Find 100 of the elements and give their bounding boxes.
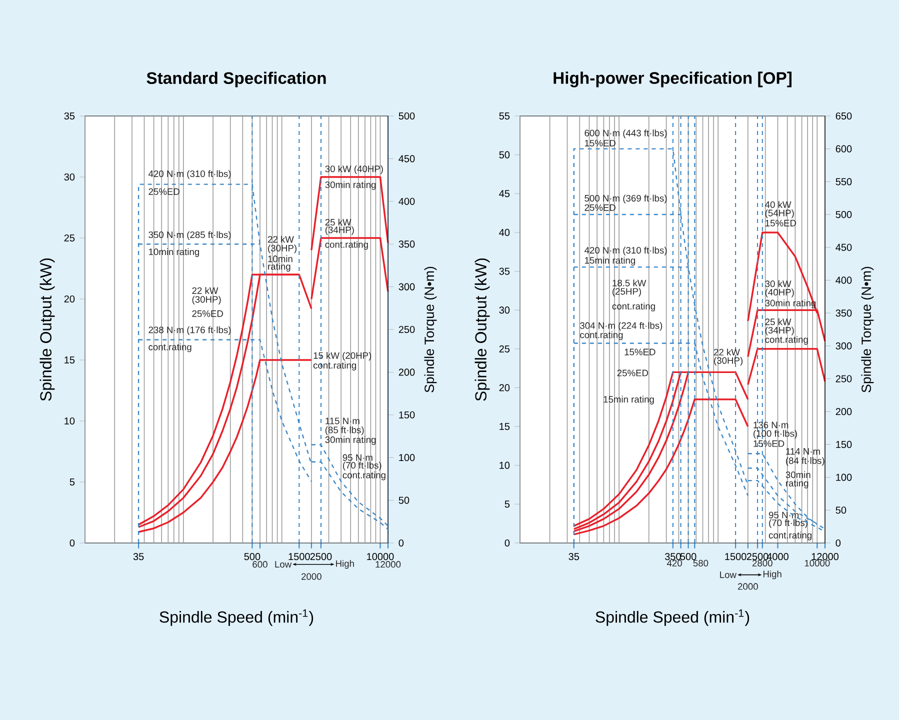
annotation: (54HP) <box>765 209 794 218</box>
y-axis-title: Spindle Output (kW) <box>40 258 55 401</box>
y2-tick-label: 350 <box>398 240 415 248</box>
y2-tick-label: 500 <box>836 210 852 218</box>
y2-tick-label: 400 <box>836 276 852 284</box>
annotation: 30min rating <box>325 181 376 190</box>
annotation: 95 N·m <box>768 512 798 518</box>
y-tick-label: 55 <box>499 112 510 120</box>
y-tick-label: 0 <box>70 539 75 547</box>
y2-tick-label: 450 <box>398 155 415 162</box>
annotation: (40HP) <box>765 288 794 298</box>
y-tick-label: 15 <box>500 423 510 430</box>
annotation: cont.rating <box>313 362 356 370</box>
y-tick-label: 25 <box>64 234 75 242</box>
y2-tick-label: 100 <box>399 454 415 462</box>
annotation: cont.rating <box>325 240 368 250</box>
y2-tick-label: 600 <box>836 145 852 152</box>
y-axis-title: Spindle Output (kW) <box>474 258 490 401</box>
y-tick-label: 20 <box>64 295 75 303</box>
annotation: cont.rating <box>612 302 655 312</box>
text: 12000 <box>376 561 401 568</box>
y2-tick-label: 200 <box>836 408 852 416</box>
y2-tick-label: 150 <box>836 440 852 448</box>
annotation: (34HP) <box>325 226 354 236</box>
text: High <box>336 560 354 569</box>
annotation: (85 ft·lbs) <box>325 426 364 436</box>
chart-title: High-power Specification [OP] <box>554 72 792 88</box>
y-tick-label: 35 <box>499 268 510 275</box>
annotation: 18.5 kW <box>612 279 646 286</box>
annotation: cont.rating <box>768 532 812 540</box>
y-tick-label: 20 <box>499 384 510 392</box>
annotation: (30HP) <box>268 244 296 254</box>
y-tick-label: 30 <box>499 306 510 314</box>
y-tick-label: 45 <box>499 190 510 198</box>
annotation: 115 N·m <box>326 418 360 424</box>
y2-tick-label: 250 <box>398 326 415 334</box>
text: 10000 <box>804 560 830 566</box>
annotation: cont.rating <box>342 472 386 480</box>
x-tick-label: 2500 <box>310 553 332 560</box>
x-tick-label: 500 <box>244 553 260 560</box>
annotation: 600 N·m (443 ft·lbs) <box>584 130 667 138</box>
x-tick-label: 12000 <box>812 553 838 560</box>
y2-tick-label: 150 <box>399 411 415 418</box>
annotation: rating <box>786 480 808 488</box>
y2-tick-label: 300 <box>398 283 415 290</box>
annotation: 40 kW <box>765 201 792 208</box>
annotation: (30HP) <box>192 296 221 305</box>
x-tick-label: 1500 <box>725 553 746 560</box>
annotation: 30 kW (40HP) <box>325 165 383 174</box>
y-tick-label: 40 <box>499 228 510 236</box>
y2-tick-label: 50 <box>398 496 410 504</box>
x-tick-label: 35 <box>133 553 144 560</box>
y2-tick-label: 550 <box>836 178 852 186</box>
annotation: 22 kW <box>714 348 740 356</box>
text: 2000 <box>302 573 322 580</box>
annotation: 500 N·m (369 ft·lbs) <box>584 194 667 204</box>
text: 2000 <box>738 583 758 590</box>
annotation: 304 N·m (224 ft·lbs) <box>580 322 662 331</box>
annotation: (34HP) <box>765 326 794 336</box>
annotation: 22 kW <box>268 236 294 243</box>
annotation: 25%ED <box>148 188 180 195</box>
text: High <box>763 570 782 580</box>
y-tick-label: 50 <box>499 151 510 158</box>
y-tick-label: 25 <box>499 345 510 352</box>
text: 580 <box>693 560 708 566</box>
annotation: 30 kW <box>765 280 792 288</box>
x-tick-label: 10000 <box>367 553 394 560</box>
annotation: 10min rating <box>148 248 200 257</box>
annotation: 238 N·m (176 ft·lbs) <box>148 326 231 336</box>
text: 600 <box>252 561 268 568</box>
annotation: 25%ED <box>192 310 223 317</box>
y2-tick-label: 200 <box>398 368 415 376</box>
annotation: 114 N·m <box>786 448 820 455</box>
annotation: 15%ED <box>624 348 656 356</box>
annotation: 420 N·m (310 ft·lbs) <box>584 246 667 256</box>
annotation: (70 ft·lbs) <box>769 519 808 528</box>
y2-tick-label: 0 <box>398 539 404 547</box>
y2-tick-label: 650 <box>836 112 852 120</box>
annotation: 10min <box>268 255 292 262</box>
annotation: (100 ft·lbs) <box>754 430 797 439</box>
annotation: 350 N·m (285 ft·lbs) <box>148 231 231 240</box>
chart-title: Standard Specification <box>146 72 326 88</box>
y2-tick-label: 500 <box>398 112 415 120</box>
annotation: 15min rating <box>584 256 636 266</box>
annotation: 15%ED <box>584 140 616 146</box>
annotation: 15%ED <box>754 440 784 447</box>
x-tick-label: 1500 <box>288 553 310 560</box>
y2-tick-label: 350 <box>836 310 852 317</box>
x-tick-label: 350 <box>664 553 681 560</box>
text: 2800 <box>752 560 772 566</box>
x-tick-label: 4000 <box>766 553 788 560</box>
text: Low <box>720 572 736 578</box>
y2-tick-label: 50 <box>836 506 846 514</box>
annotation: cont.rating <box>148 343 192 352</box>
annotation: 25 kW <box>765 318 792 326</box>
annotation: (30HP) <box>714 356 743 366</box>
annotation: 15 kW (20HP) <box>314 352 372 361</box>
annotation: 420 N·m (310 ft·lbs) <box>148 170 231 179</box>
y2-tick-label: 450 <box>836 244 852 251</box>
annotation: 22 kW <box>192 287 218 294</box>
